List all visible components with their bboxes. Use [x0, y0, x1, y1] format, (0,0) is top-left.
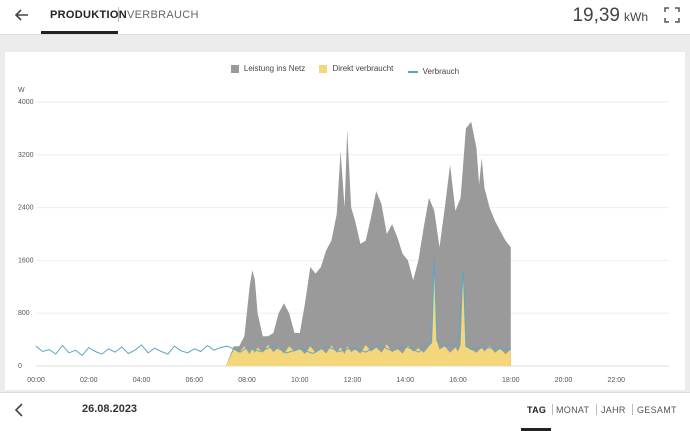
period-divider — [552, 404, 553, 415]
y-axis-unit: W — [18, 87, 25, 94]
tab-divider — [118, 7, 119, 22]
date-label: 26.08.2023 — [82, 403, 138, 415]
period-monat[interactable]: MONAT — [556, 405, 590, 415]
legend-swatch-netz — [230, 64, 239, 73]
period-divider — [596, 404, 597, 415]
x-tick-label: 00:00 — [27, 377, 45, 384]
fullscreen-button[interactable] — [664, 7, 680, 23]
x-tick-label: 18:00 — [502, 377, 520, 384]
legend-swatch-verbrauch — [407, 70, 418, 73]
tab-verbrauch[interactable]: VERBRAUCH — [127, 9, 199, 21]
energy-unit: kWh — [624, 10, 648, 24]
legend-label-verbrauch: Verbrauch — [422, 67, 460, 76]
x-tick-label: 04:00 — [133, 377, 151, 384]
power-chart[interactable]: W 0 800 1600 2400 3200 4000 00:00 02:00 04:00 06:0… — [5, 52, 685, 390]
back-button[interactable] — [10, 5, 34, 27]
legend-item-netz[interactable]: Leistung ins Netz — [230, 64, 306, 73]
legend-item-verbrauch[interactable]: Verbrauch — [407, 67, 460, 76]
active-tab-indicator — [41, 31, 118, 34]
energy-value: 19,39 — [572, 5, 620, 26]
period-jahr[interactable]: JAHR — [601, 405, 626, 415]
y-tick-label: 2400 — [18, 205, 34, 212]
y-tick-label: 0 — [18, 363, 22, 370]
x-tick-label: 14:00 — [396, 377, 414, 384]
x-tick-label: 06:00 — [185, 377, 203, 384]
x-tick-label: 22:00 — [607, 377, 625, 384]
arrow-left-icon — [14, 9, 28, 21]
y-tick-label: 1600 — [18, 257, 34, 264]
chart-legend: Leistung ins Netz Direkt verbraucht Verb… — [5, 64, 685, 76]
chart-card: Leistung ins Netz Direkt verbraucht Verb… — [5, 52, 685, 390]
series-direkt-verbraucht — [225, 259, 511, 366]
y-tick-label: 800 — [18, 310, 30, 317]
x-tick-label: 12:00 — [344, 377, 362, 384]
period-divider — [632, 404, 633, 415]
y-tick-label: 4000 — [18, 99, 34, 106]
period-tag[interactable]: TAG — [527, 405, 547, 415]
y-tick-label: 3200 — [18, 152, 34, 159]
chevron-left-icon — [14, 403, 23, 417]
series-verbrauch — [35, 259, 511, 357]
legend-item-direkt[interactable]: Direkt verbraucht — [319, 64, 393, 73]
legend-label-direkt: Direkt verbraucht — [332, 64, 394, 73]
legend-label-netz: Leistung ins Netz — [243, 64, 306, 73]
series-leistung-ins-netz — [225, 121, 511, 366]
tab-produktion[interactable]: PRODUKTION — [50, 9, 127, 21]
x-tick-label: 20:00 — [555, 377, 573, 384]
x-tick-label: 10:00 — [291, 377, 309, 384]
x-tick-label: 02:00 — [80, 377, 98, 384]
bottom-bar: 26.08.2023 TAG MONAT JAHR GESAMT — [0, 392, 690, 431]
previous-day-button[interactable] — [14, 400, 34, 422]
fullscreen-icon — [664, 7, 680, 23]
energy-total: 19,39 kWh — [572, 5, 648, 27]
period-gesamt[interactable]: GESAMT — [637, 405, 677, 415]
x-tick-label: 08:00 — [238, 377, 256, 384]
legend-swatch-direkt — [319, 64, 328, 73]
top-bar: PRODUKTION VERBRAUCH 19,39 kWh — [0, 0, 690, 35]
x-tick-label: 16:00 — [449, 377, 467, 384]
